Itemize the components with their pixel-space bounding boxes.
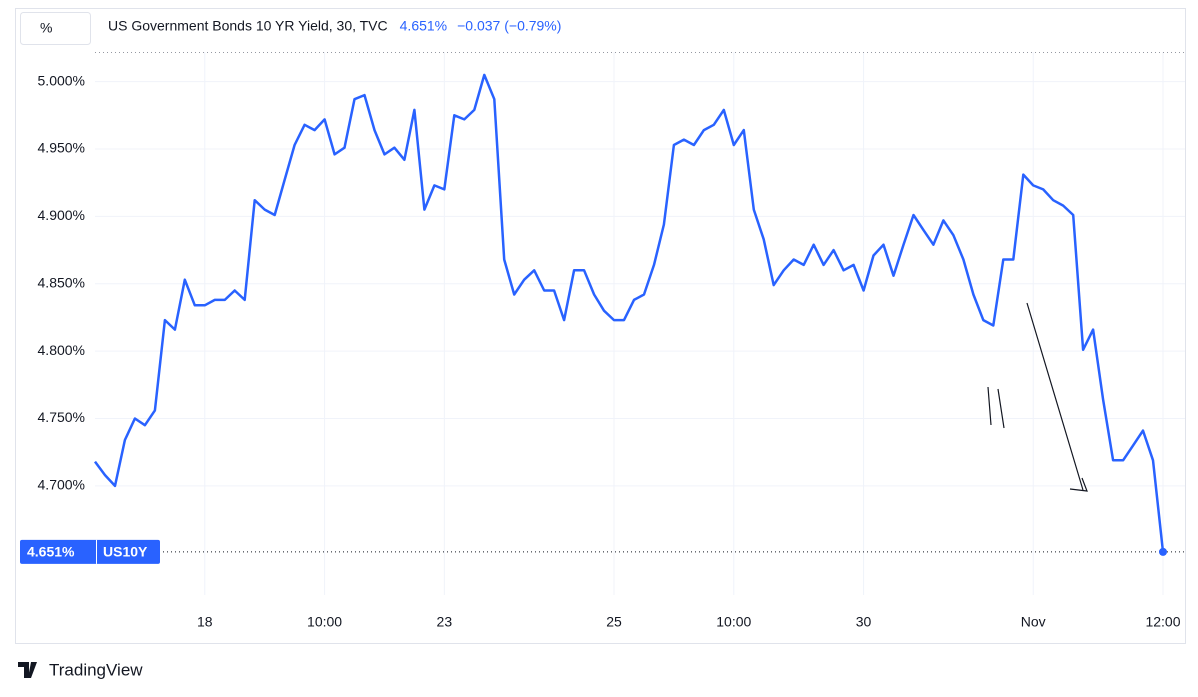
unit-button[interactable] [20,12,91,45]
y-tick-label: 4.750% [38,409,85,425]
brand: TradingView [49,660,143,679]
series-line [93,73,1165,553]
price-badge [20,539,160,564]
chart-frame [15,8,1186,644]
price-badge-label: 4.651% [27,544,75,560]
x-tick-label: 12:00 [1145,614,1180,630]
x-tick-label: 23 [437,614,453,630]
drawn-marks [987,386,1005,429]
symbol-label: US10Y [103,544,148,560]
y-tick-label: 4.950% [38,140,85,156]
x-tick-label: 10:00 [307,614,342,630]
y-tick-label: 4.900% [38,207,85,223]
y-tick-label: 4.850% [38,274,85,290]
logo: TradingView [18,660,143,679]
x-tick-label: 18 [197,614,213,630]
last-point [1159,547,1167,556]
price-change: −0.037 (−0.79%) [457,18,561,34]
x-tick-label: Nov [1021,614,1046,630]
drawn-arrow [1026,302,1088,492]
doodles [987,302,1088,492]
y-tick-label: 4.800% [38,342,85,358]
unit-button-label[interactable]: % [40,20,52,36]
y-tick-label: 5.000% [38,72,85,88]
logo-mark [18,662,37,678]
y-tick-label: 4.700% [38,477,85,493]
chart-title: US Government Bonds 10 YR Yield, 30, TVC [108,18,388,34]
last-price: 4.651% [400,18,447,34]
x-tick-label: 30 [856,614,872,630]
x-tick-label: 10:00 [716,614,751,630]
x-tick-label: 25 [606,614,622,630]
